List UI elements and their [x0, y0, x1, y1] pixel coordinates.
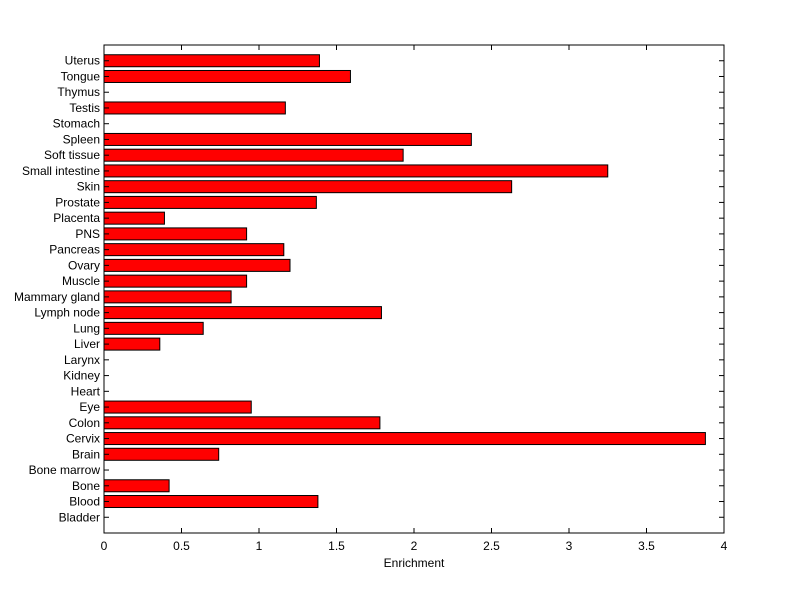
y-tick-label-larynx: Larynx — [64, 353, 100, 367]
x-tick-label-8: 4 — [721, 539, 728, 553]
bar-small-intestine — [103, 164, 609, 178]
bar-bone — [103, 479, 170, 493]
bar-colon — [103, 416, 381, 430]
y-tick-label-lymph-node: Lymph node — [34, 306, 100, 320]
bar-liver — [103, 337, 161, 351]
y-tick-label-skin: Skin — [77, 180, 100, 194]
bar-ovary — [103, 258, 291, 272]
x-tick-label-0: 0 — [101, 539, 108, 553]
y-tick-label-brain: Brain — [72, 447, 100, 461]
bar-placenta — [103, 211, 165, 225]
bar-uterus — [103, 54, 320, 68]
y-tick-label-lung: Lung — [73, 321, 100, 335]
y-tick-label-pancreas: Pancreas — [49, 243, 100, 257]
bar-muscle — [103, 274, 248, 288]
y-tick-label-pns: PNS — [75, 227, 100, 241]
bar-eye — [103, 400, 252, 414]
x-tick-label-2: 1 — [256, 539, 263, 553]
bars-group — [103, 54, 706, 509]
bar-mammary-gland — [103, 290, 232, 304]
y-tick-label-small-intestine: Small intestine — [22, 164, 100, 178]
y-tick-label-liver: Liver — [74, 337, 100, 351]
bar-testis — [103, 101, 286, 115]
y-tick-label-stomach: Stomach — [53, 117, 100, 131]
y-tick-label-kidney: Kidney — [63, 369, 100, 383]
bar-pns — [103, 227, 248, 241]
bar-brain — [103, 447, 220, 461]
x-axis-label: Enrichment — [384, 556, 445, 570]
x-tick-label-1: 0.5 — [173, 539, 190, 553]
x-tick-label-6: 3 — [566, 539, 573, 553]
y-tick-label-thymus: Thymus — [57, 85, 100, 99]
y-tick-label-placenta: Placenta — [53, 211, 100, 225]
bar-lymph-node — [103, 306, 382, 320]
x-tick-label-7: 3.5 — [638, 539, 655, 553]
y-tick-label-spleen: Spleen — [63, 132, 100, 146]
bar-soft-tissue — [103, 148, 404, 162]
y-tick-label-colon: Colon — [69, 416, 100, 430]
y-tick-label-mammary-gland: Mammary gland — [14, 290, 100, 304]
x-tick-labels: 0 0.5 1 1.5 2 2.5 3 3.5 4 — [101, 539, 728, 553]
y-tick-label-heart: Heart — [71, 384, 101, 398]
y-tick-label-muscle: Muscle — [62, 274, 100, 288]
y-tick-label-bone: Bone — [72, 479, 100, 493]
x-tick-label-4: 2 — [411, 539, 418, 553]
y-tick-label-cervix: Cervix — [66, 432, 100, 446]
plot-area-frame — [103, 44, 725, 534]
bar-cervix — [103, 432, 706, 446]
y-tick-label-bone-marrow: Bone marrow — [29, 463, 101, 477]
x-tick-label-5: 2.5 — [483, 539, 500, 553]
bar-blood — [103, 495, 319, 509]
bar-skin — [103, 180, 513, 194]
y-tick-label-ovary: Ovary — [68, 258, 100, 272]
y-tick-label-tongue: Tongue — [61, 69, 101, 83]
y-tick-label-uterus: Uterus — [65, 54, 100, 68]
y-tick-label-eye: Eye — [79, 400, 100, 414]
y-tick-label-bladder: Bladder — [59, 510, 100, 524]
y-tick-label-testis: Testis — [69, 101, 100, 115]
x-tick-label-3: 1.5 — [328, 539, 345, 553]
bar-pancreas — [103, 243, 285, 257]
bar-spleen — [103, 132, 472, 146]
y-tick-label-soft-tissue: Soft tissue — [44, 148, 100, 162]
bar-lung — [103, 321, 204, 335]
bar-prostate — [103, 195, 317, 209]
y-tick-label-prostate: Prostate — [55, 195, 100, 209]
bar-tongue — [103, 69, 351, 83]
y-tick-label-blood: Blood — [69, 495, 100, 509]
